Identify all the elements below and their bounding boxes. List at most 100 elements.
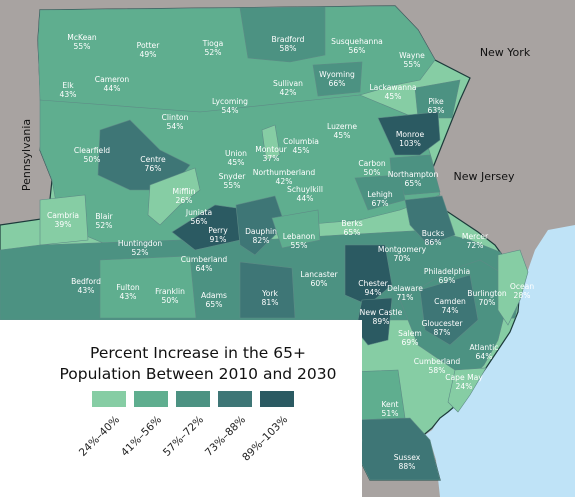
county-name-monroe: Monroe [396,130,425,139]
county-name-elk: Elk [62,81,74,90]
county-value-union: 45% [228,158,245,167]
county-value-atlantic: 64% [476,352,493,361]
county-value-susquehanna: 56% [349,46,366,55]
county-value-delaware: 71% [397,293,414,302]
county-fill-montour [261,124,281,161]
county-name-susquehanna: Susquehanna [331,37,383,46]
county-name-cape-may: Cape May [445,373,483,382]
county-value-blair: 52% [96,221,113,230]
county-fill-ocean [497,249,529,326]
county-name-delaware: Delaware [387,284,423,293]
county-name-cambria: Cambria [47,211,79,220]
county-name-mifflin: Mifflin [173,187,196,196]
county-name-york: York [261,289,278,298]
county-name-lehigh: Lehigh [367,190,393,199]
county-value-pike: 63% [428,106,445,115]
county-name-atlantic: Atlantic [470,343,499,352]
county-fill-cambria [39,194,89,246]
county-name-wyoming: Wyoming [319,70,355,79]
county-value-adams: 65% [206,300,223,309]
county-value-clinton: 54% [167,122,184,131]
county-value-mifflin: 26% [176,196,193,205]
county-name-bedford: Bedford [71,277,101,286]
county-name-berks: Berks [341,219,362,228]
county-value-bradford: 58% [280,44,297,53]
county-name-wayne: Wayne [399,51,425,60]
county-value-cameron: 44% [104,84,121,93]
county-value-cumberland: 64% [196,264,213,273]
county-name-new-castle: New Castle [360,308,403,317]
county-value-york: 81% [262,298,279,307]
county-value-camden: 74% [442,306,459,315]
county-value-sullivan: 42% [280,88,297,97]
county-name-carbon: Carbon [358,159,386,168]
county-name-dauphin: Dauphin [245,227,277,236]
label-pennsylvania: Pennsylvania [20,119,33,191]
county-name-philadelphia: Philadelphia [424,267,470,276]
county-value-snyder: 55% [224,181,241,190]
label-new-york: New York [480,46,531,59]
county-fill-fulton-franklin [99,255,197,319]
county-value-berks: 65% [344,228,361,237]
county-name-clearfield: Clearfield [74,146,110,155]
county-name-cumberland: Cumberland [181,255,228,264]
county-value-wyoming: 66% [329,79,346,88]
county-name-juniata: Juniata [185,208,212,217]
county-value-schuylkill: 44% [297,194,314,203]
county-value-bedford: 43% [78,286,95,295]
county-name-montour: Montour [255,145,287,154]
county-value-lebanon: 55% [291,241,308,250]
county-fills [0,5,529,481]
county-value-kent: 51% [382,409,399,418]
county-name-mckean: McKean [67,33,97,42]
legend-panel [0,320,362,497]
county-name-luzerne: Luzerne [327,122,357,131]
county-value-huntingdon: 52% [132,248,149,257]
legend-swatch-3 [176,391,210,407]
county-fill-cape-may [447,367,487,413]
county-value-sussex: 88% [399,462,416,471]
county-name-lancaster: Lancaster [300,270,338,279]
legend-swatch-5 [260,391,294,407]
county-value-franklin: 50% [162,296,179,305]
county-name-burlington: Burlington [467,289,507,298]
county-value-cumberland: 58% [429,366,446,375]
county-name-columbia: Columbia [283,137,319,146]
county-value-luzerne: 45% [334,131,351,140]
county-value-lackawanna: 45% [385,92,402,101]
county-value-lycoming: 54% [222,106,239,115]
county-fill-pike [414,79,461,119]
legend-swatch-1 [92,391,126,407]
county-name-potter: Potter [137,41,161,50]
county-value-montour: 37% [263,154,280,163]
county-value-juniata: 56% [191,217,208,226]
county-name-northumberland: Northumberland [253,168,316,177]
county-name-adams: Adams [201,291,227,300]
county-name-cumberland: Cumberland [414,357,461,366]
county-name-chester: Chester [358,279,388,288]
county-value-elk: 43% [60,90,77,99]
county-name-camden: Camden [434,297,466,306]
county-name-sussex: Sussex [394,453,421,462]
county-value-gloucester: 87% [434,328,451,337]
label-new-jersey: New Jersey [453,170,515,183]
county-value-lehigh: 67% [372,199,389,208]
county-value-perry: 91% [210,235,227,244]
county-name-bucks: Bucks [422,229,445,238]
county-value-potter: 49% [140,50,157,59]
county-value-northumberland: 42% [276,177,293,186]
county-name-fulton: Fulton [116,283,139,292]
county-name-northampton: Northampton [388,170,439,179]
county-value-mercer: 72% [467,241,484,250]
county-value-montgomery: 70% [394,254,411,263]
county-name-sullivan: Sullivan [273,79,303,88]
county-name-gloucester: Gloucester [421,319,463,328]
county-name-union: Union [225,149,247,158]
legend-title-line2: Population Between 2010 and 2030 [59,365,336,383]
county-name-huntingdon: Huntingdon [118,239,163,248]
county-fill-bradford [239,6,326,63]
county-value-bucks: 86% [425,238,442,247]
county-fill-lebanon [271,209,321,249]
county-value-new-castle: 89% [373,317,390,326]
